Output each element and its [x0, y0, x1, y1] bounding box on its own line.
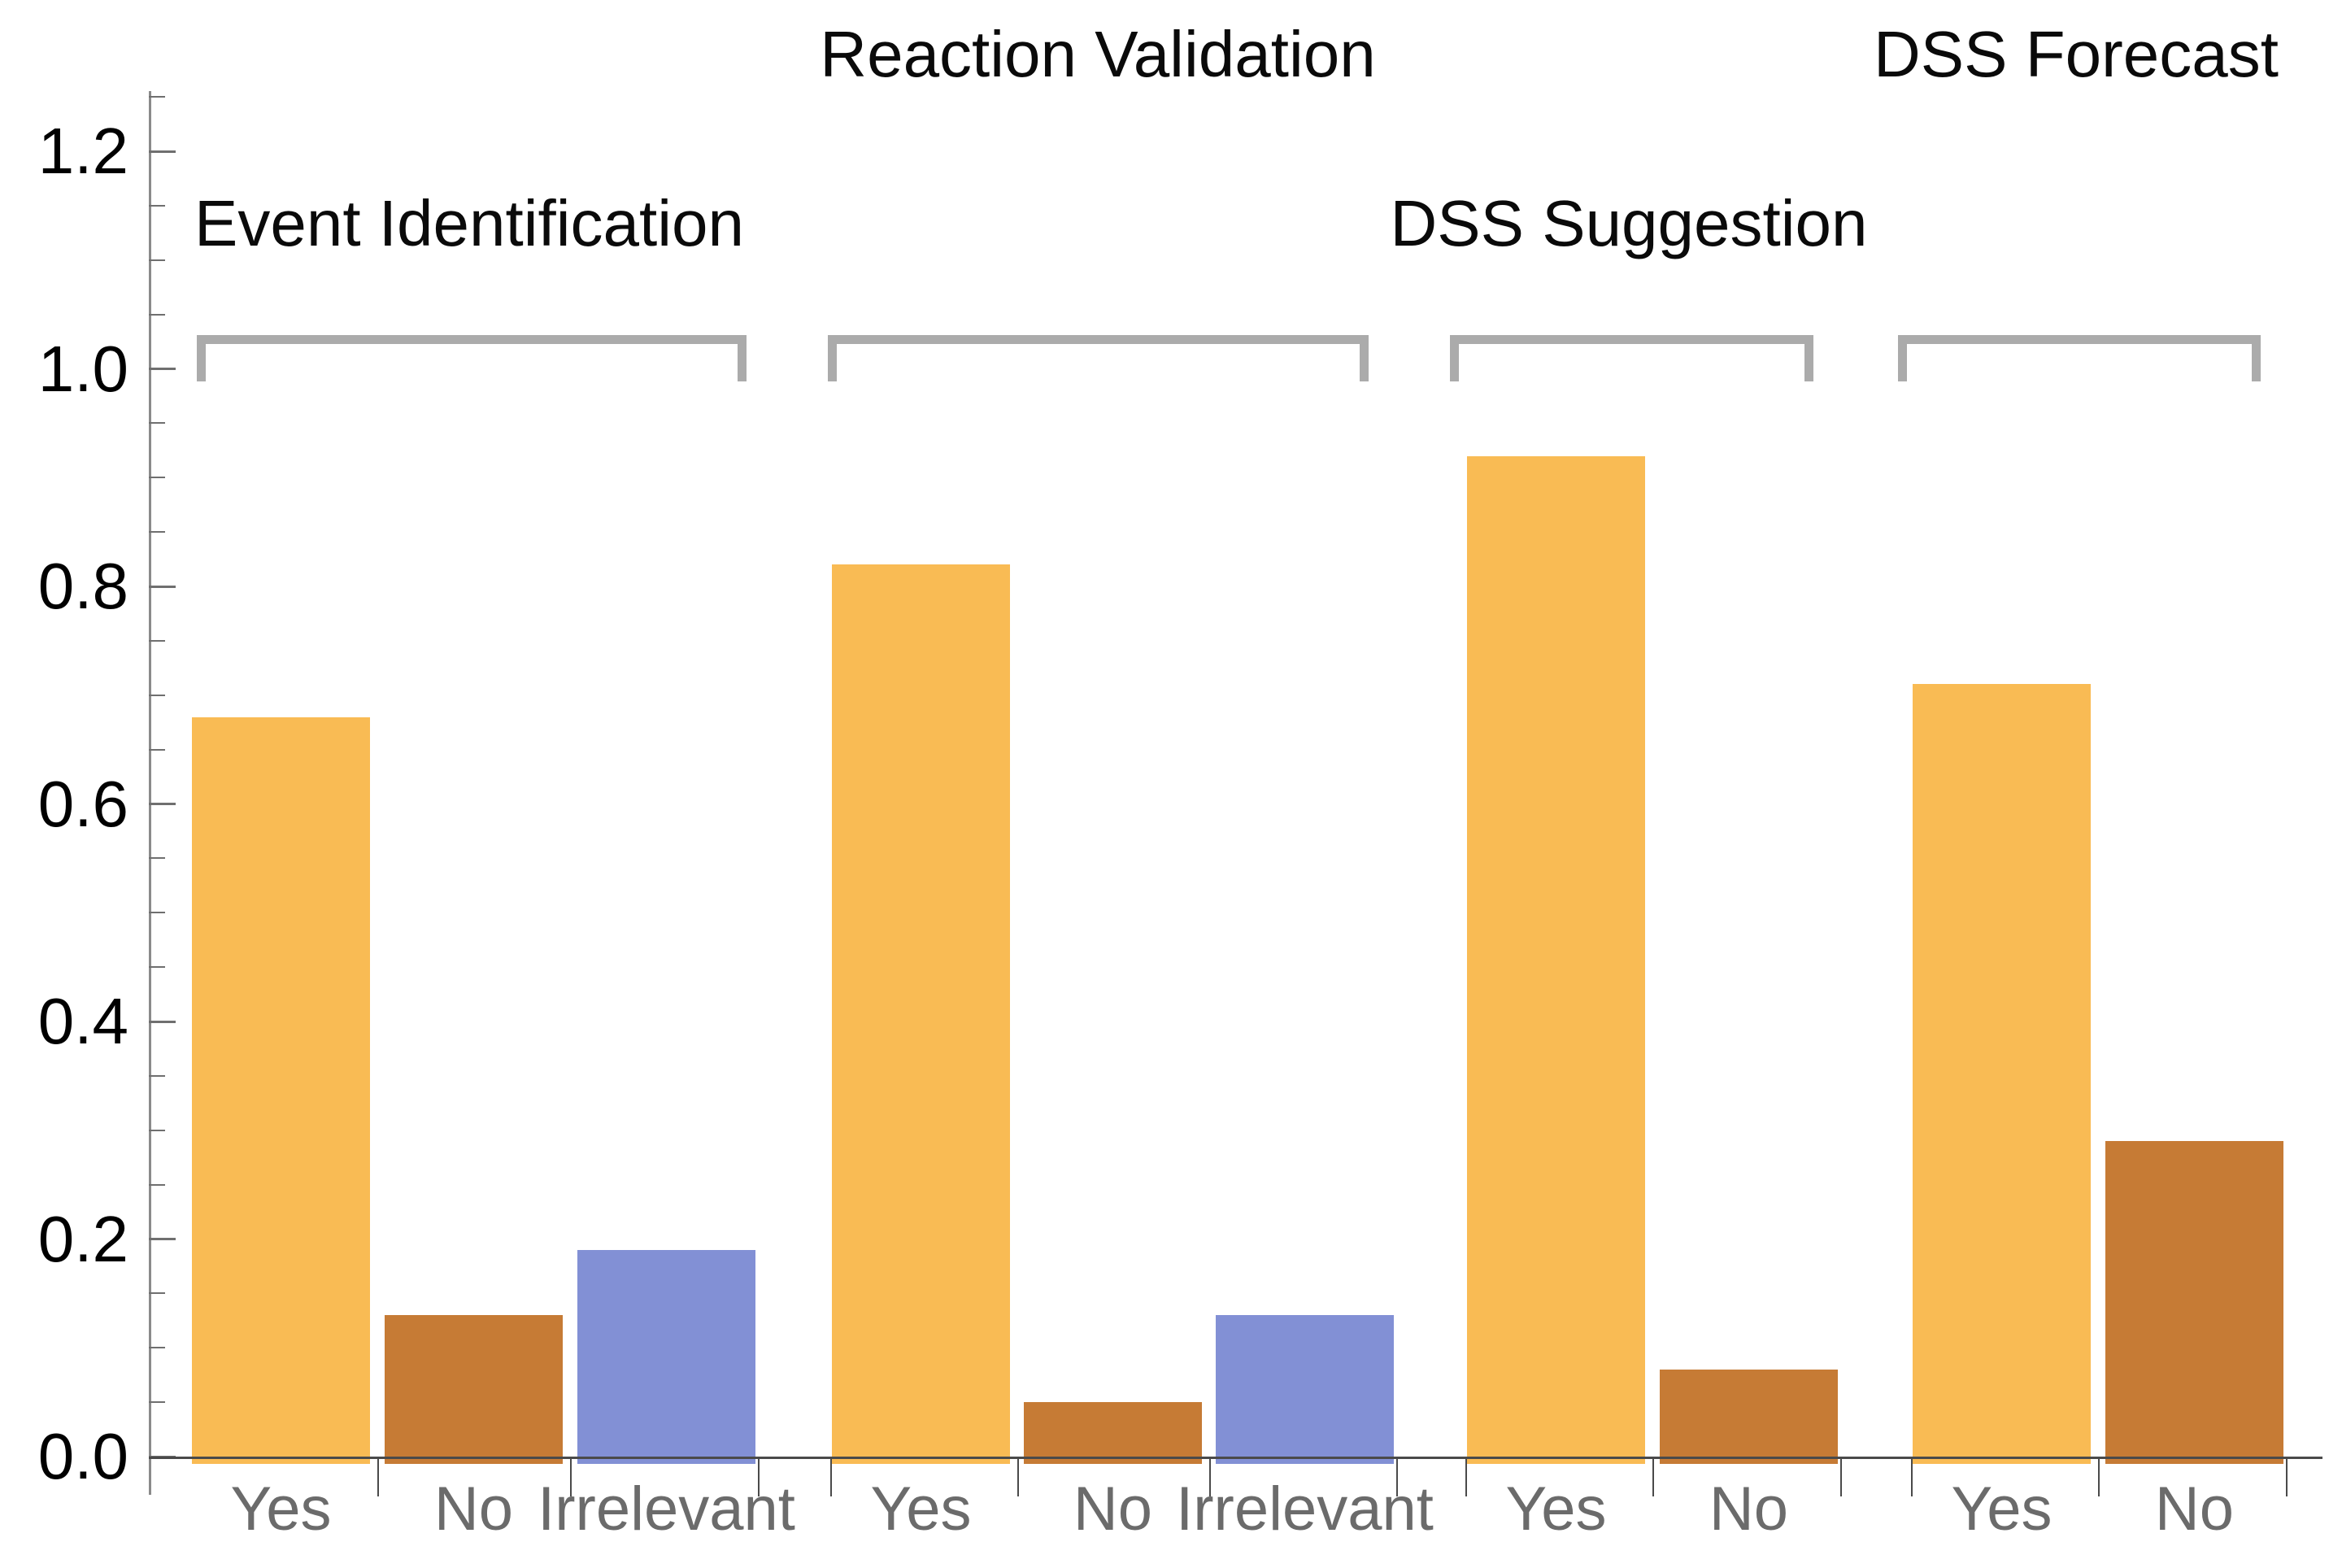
group-title: Event Identification: [194, 187, 744, 259]
group-title: DSS Forecast: [1874, 18, 2279, 90]
y-major-tick: [149, 150, 176, 153]
x-tick-label: Yes: [1505, 1474, 1607, 1544]
group-bracket-line: [828, 335, 1369, 344]
y-minor-tick: [149, 1129, 165, 1131]
bar-dss-suggestion-no: [1660, 1370, 1838, 1464]
y-minor-tick: [149, 748, 165, 751]
bar-dss-suggestion-yes: [1467, 455, 1645, 1464]
y-minor-tick: [149, 694, 165, 696]
y-major-tick: [149, 803, 176, 805]
x-tick: [1465, 1459, 1467, 1496]
x-tick-label: Yes: [1951, 1474, 2053, 1544]
group-title: Reaction Validation: [820, 18, 1376, 90]
group-title: DSS Suggestion: [1390, 187, 1868, 259]
y-minor-tick: [149, 313, 165, 316]
y-minor-tick: [149, 1074, 165, 1077]
group-bracket-stub: [2252, 335, 2261, 381]
y-minor-tick: [149, 204, 165, 207]
x-tick: [1396, 1459, 1398, 1496]
x-tick-label: Yes: [230, 1474, 332, 1544]
y-minor-tick: [149, 639, 165, 642]
y-minor-tick: [149, 1292, 165, 1295]
bar-event-identification-no: [385, 1315, 563, 1464]
x-tick: [570, 1459, 572, 1496]
y-minor-tick: [149, 1347, 165, 1349]
x-tick: [1208, 1459, 1211, 1496]
y-minor-tick: [149, 857, 165, 860]
y-minor-tick: [149, 531, 165, 534]
group-bracket-stub: [1804, 335, 1813, 381]
y-tick-label: 1.0: [37, 332, 128, 405]
bar-reaction-validation-yes: [832, 564, 1010, 1464]
x-tick: [758, 1459, 760, 1496]
y-minor-tick: [149, 96, 165, 98]
y-tick-label: 0.4: [37, 985, 128, 1057]
y-minor-tick: [149, 912, 165, 914]
y-tick-label: 0.6: [37, 767, 128, 840]
x-tick-label: Yes: [870, 1474, 972, 1544]
group-bracket-stub: [197, 335, 206, 381]
group-bracket-line: [1450, 335, 1813, 344]
y-tick-label: 1.2: [37, 115, 128, 187]
x-tick: [1016, 1459, 1019, 1496]
y-major-tick: [149, 1238, 176, 1240]
y-minor-tick: [149, 422, 165, 425]
group-bracket-stub: [738, 335, 747, 381]
x-tick: [1652, 1459, 1654, 1496]
x-tick-label: No: [433, 1474, 514, 1544]
y-tick-label: 0.8: [37, 550, 128, 622]
y-axis-spine: [149, 91, 151, 1495]
x-axis-line: [149, 1457, 2322, 1459]
x-tick-label: No: [2154, 1474, 2235, 1544]
y-major-tick: [149, 1020, 176, 1023]
bar-event-identification-yes: [192, 716, 370, 1464]
y-minor-tick: [149, 1183, 165, 1186]
x-tick: [2286, 1459, 2288, 1496]
x-tick: [377, 1459, 379, 1496]
y-major-tick: [149, 585, 176, 588]
bar-reaction-validation-irrelevant: [1216, 1315, 1394, 1464]
group-bracket-line: [1898, 335, 2261, 344]
y-major-tick: [149, 368, 176, 370]
x-tick: [2098, 1459, 2100, 1496]
x-tick: [830, 1459, 832, 1496]
bar-event-identification-irrelevant: [577, 1249, 755, 1464]
y-minor-tick: [149, 1401, 165, 1404]
y-minor-tick: [149, 259, 165, 261]
x-tick-label: Irrelevant: [538, 1474, 795, 1544]
y-minor-tick: [149, 966, 165, 969]
bar-dss-forecast-no: [2105, 1141, 2283, 1464]
x-tick-label: No: [1073, 1474, 1153, 1544]
group-bracket-stub: [1898, 335, 1907, 381]
y-tick-label: 0.2: [37, 1202, 128, 1275]
x-tick: [1840, 1459, 1842, 1496]
x-tick: [1911, 1459, 1913, 1496]
y-tick-label: 0.0: [37, 1420, 128, 1492]
group-bracket-line: [197, 335, 747, 344]
group-bracket-stub: [828, 335, 837, 381]
bar-dss-forecast-yes: [1913, 684, 2091, 1464]
group-bracket-stub: [1360, 335, 1369, 381]
x-tick-label: No: [1709, 1474, 1789, 1544]
x-tick-label: Irrelevant: [1176, 1474, 1434, 1544]
y-minor-tick: [149, 477, 165, 479]
bar-reaction-validation-no: [1024, 1402, 1202, 1464]
group-bracket-stub: [1450, 335, 1459, 381]
